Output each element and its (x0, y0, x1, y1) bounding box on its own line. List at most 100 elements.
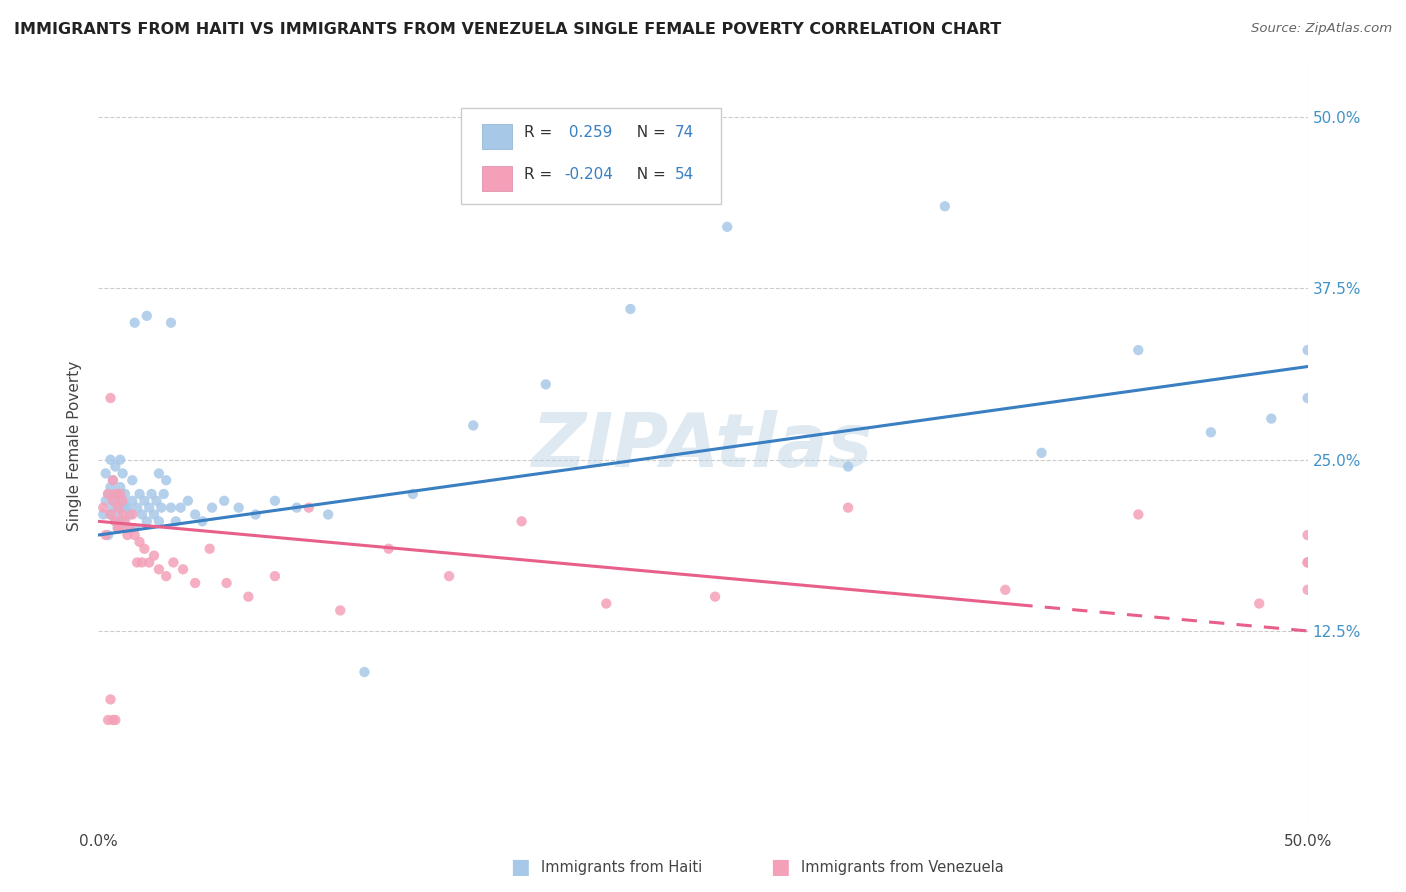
Point (148, 514, 170, 528)
Point (101, 493, 124, 508)
Point (184, 508, 207, 522)
Point (104, 493, 127, 508)
Point (152, 487, 174, 501)
Point (264, 493, 287, 508)
Text: ■: ■ (510, 857, 530, 877)
Point (172, 562, 194, 576)
Point (101, 473, 124, 487)
Text: R =: R = (524, 168, 557, 183)
Point (837, 459, 859, 474)
Point (145, 493, 167, 508)
Point (329, 603, 352, 617)
Point (107, 487, 129, 501)
Point (316, 508, 339, 522)
Point (101, 500, 124, 515)
Point (100, 508, 122, 522)
Point (162, 556, 184, 570)
Text: R =: R = (524, 125, 557, 140)
Point (377, 541, 399, 556)
Point (143, 549, 166, 563)
Point (1199, 425, 1222, 440)
Point (160, 500, 183, 515)
Point (114, 487, 136, 501)
Point (97, 528, 120, 542)
Point (201, 500, 224, 515)
Point (100, 508, 122, 522)
Point (124, 528, 146, 542)
Point (108, 500, 131, 515)
Point (107, 500, 129, 515)
FancyBboxPatch shape (482, 124, 512, 149)
Point (114, 514, 136, 528)
Point (100, 391, 122, 405)
Point (155, 473, 177, 487)
Text: ■: ■ (770, 857, 790, 877)
Point (716, 219, 738, 234)
Point (463, 418, 485, 433)
Point (91, 508, 114, 522)
Point (118, 521, 141, 535)
Point (97, 487, 120, 501)
Point (298, 500, 321, 515)
Point (128, 487, 150, 501)
Point (1128, 343, 1150, 358)
Point (619, 301, 641, 316)
Point (117, 521, 139, 535)
Point (191, 514, 214, 528)
Text: Source: ZipAtlas.com: Source: ZipAtlas.com (1251, 22, 1392, 36)
Point (121, 508, 143, 522)
Point (1031, 446, 1053, 460)
Point (127, 556, 149, 570)
Point (104, 487, 127, 501)
Point (108, 521, 131, 535)
Point (108, 487, 131, 501)
Point (135, 309, 157, 323)
Point (150, 500, 173, 515)
Point (117, 500, 139, 515)
Text: 0.259: 0.259 (564, 125, 613, 140)
Point (238, 590, 260, 604)
Point (94, 493, 117, 508)
Point (100, 480, 122, 494)
Point (141, 487, 163, 501)
Point (114, 500, 136, 515)
Point (107, 521, 129, 535)
Point (104, 713, 127, 727)
Point (245, 508, 267, 522)
Point (124, 521, 146, 535)
Text: 54: 54 (675, 168, 695, 183)
Point (108, 452, 131, 467)
Point (101, 713, 124, 727)
Point (107, 521, 129, 535)
Point (1296, 582, 1319, 597)
Point (131, 508, 153, 522)
Point (118, 508, 141, 522)
Point (704, 590, 727, 604)
Point (1296, 528, 1319, 542)
Point (97, 713, 120, 727)
Point (131, 556, 153, 570)
Point (104, 514, 127, 528)
Point (104, 459, 127, 474)
Point (94, 467, 117, 481)
Point (94, 528, 117, 542)
Point (160, 316, 183, 330)
Point (127, 500, 149, 515)
Point (1296, 391, 1319, 405)
Point (165, 514, 187, 528)
Point (97, 487, 120, 501)
Point (215, 576, 238, 591)
Text: IMMIGRANTS FROM HAITI VS IMMIGRANTS FROM VENEZUELA SINGLE FEMALE POVERTY CORRELA: IMMIGRANTS FROM HAITI VS IMMIGRANTS FROM… (14, 22, 1001, 37)
Point (100, 692, 122, 706)
Point (104, 514, 127, 528)
Point (111, 493, 134, 508)
Point (212, 493, 235, 508)
Point (91, 500, 114, 515)
Point (111, 493, 134, 508)
Point (177, 493, 200, 508)
Text: Immigrants from Venezuela: Immigrants from Venezuela (801, 860, 1004, 874)
Point (111, 508, 134, 522)
Point (285, 500, 308, 515)
Point (107, 508, 129, 522)
Point (155, 569, 177, 583)
